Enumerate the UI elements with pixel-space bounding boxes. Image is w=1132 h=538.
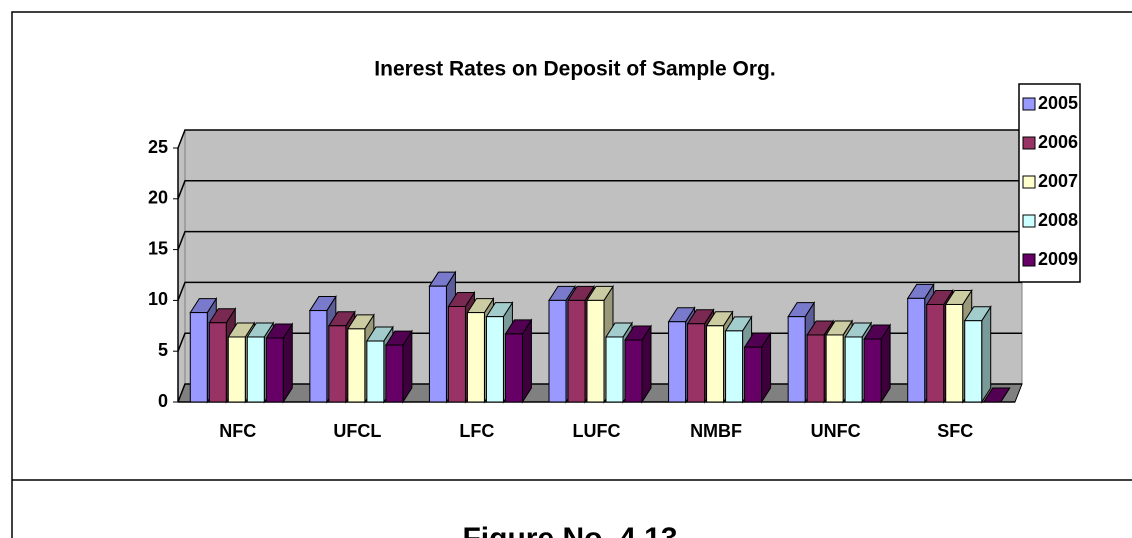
legend-swatch — [1022, 136, 1036, 150]
legend-label: 2007 — [1038, 171, 1078, 191]
x-tick-label: UNFC — [811, 421, 861, 441]
legend-label: 2009 — [1038, 249, 1078, 269]
bar — [945, 303, 964, 403]
bar — [744, 346, 763, 403]
bar — [668, 321, 687, 403]
legend-label: 2008 — [1038, 210, 1078, 230]
bar — [366, 340, 385, 403]
y-tick-label: 10 — [148, 289, 168, 309]
side-wall — [177, 129, 186, 403]
x-tick-label: NFC — [219, 421, 256, 441]
caption: Figure No. 4.13 — [462, 522, 677, 538]
bar — [787, 316, 806, 403]
legend-swatch — [1022, 97, 1036, 111]
bar — [725, 330, 744, 403]
bar — [806, 334, 825, 403]
chart-title: Inerest Rates on Deposit of Sample Org. — [374, 58, 775, 81]
x-tick-label: LFC — [459, 421, 494, 441]
bar — [265, 337, 284, 403]
x-tick-label: NMBF — [690, 421, 742, 441]
x-tick-label: LUFC — [573, 421, 621, 441]
legend-swatch — [1022, 253, 1036, 267]
bar — [825, 334, 844, 403]
x-tick-label: UFCL — [333, 421, 381, 441]
frame — [11, 11, 1132, 538]
y-tick-label: 20 — [148, 188, 168, 208]
legend-label: 2005 — [1038, 93, 1078, 113]
bar — [926, 303, 945, 403]
bar — [328, 325, 347, 403]
bar-side — [981, 305, 992, 404]
plot: 0 5 10 15 20 25 NFC UFCL LFC LUFC NMBF UNFC SFC — [148, 129, 1023, 441]
bar — [428, 285, 447, 403]
bar — [844, 336, 863, 403]
y-tick-label: 0 — [158, 391, 168, 411]
grid-line — [177, 129, 1022, 149]
bar — [687, 323, 706, 403]
bar — [964, 320, 983, 403]
bar — [907, 297, 926, 403]
y-tick-label: 15 — [148, 238, 168, 258]
bar — [567, 299, 586, 403]
bar — [347, 328, 366, 403]
bar — [863, 338, 882, 403]
legend-swatch — [1022, 214, 1036, 228]
grid-line — [177, 230, 1022, 250]
bar — [706, 325, 725, 403]
bar — [548, 299, 567, 403]
bar-top — [982, 387, 1011, 403]
y-tick-label: 25 — [148, 137, 168, 157]
bar — [447, 305, 466, 403]
bar — [246, 336, 265, 403]
y-tick-label: 5 — [158, 340, 168, 360]
bar — [466, 312, 485, 403]
bar — [227, 336, 246, 403]
legend-swatch — [1022, 175, 1036, 189]
grid-line — [177, 180, 1022, 200]
bar — [624, 339, 643, 403]
bar — [309, 310, 328, 403]
bar — [208, 322, 227, 403]
bar — [586, 299, 605, 403]
bar — [605, 336, 624, 403]
bar — [385, 344, 404, 403]
bar — [485, 316, 504, 403]
legend-label: 2006 — [1038, 132, 1078, 152]
grid-line — [177, 281, 1022, 301]
x-tick-label: SFC — [937, 421, 973, 441]
bar — [189, 312, 208, 403]
bar — [504, 333, 523, 403]
